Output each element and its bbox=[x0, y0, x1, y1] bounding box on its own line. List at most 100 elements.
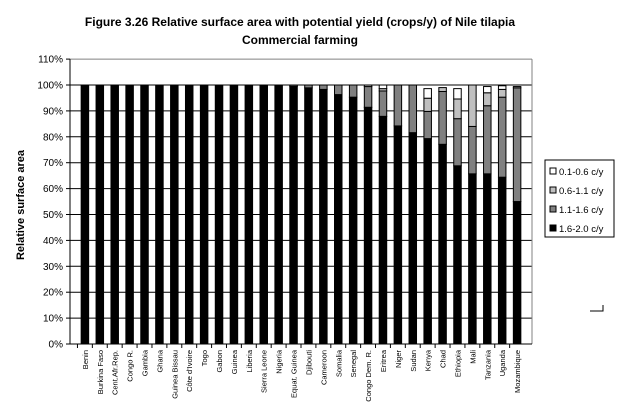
x-tick-label: Liberia bbox=[245, 349, 254, 372]
legend-swatch bbox=[549, 186, 557, 194]
bar-segment bbox=[468, 84, 477, 127]
bar-segment bbox=[259, 84, 268, 345]
y-tick-label: 110% bbox=[38, 55, 63, 66]
y-tick-label: 90% bbox=[43, 106, 63, 117]
x-tick-label: Sierra Leone bbox=[260, 350, 269, 393]
y-tick-label: 50% bbox=[43, 210, 63, 221]
bar-segment bbox=[453, 118, 462, 167]
x-tick-label: Kenya bbox=[424, 349, 433, 371]
x-tick-label: Gabon bbox=[215, 350, 224, 373]
bar-segment bbox=[289, 84, 298, 87]
legend-label: 1.1-1.6 c/y bbox=[559, 205, 604, 216]
legend-label: 1.6-2.0 c/y bbox=[559, 224, 604, 235]
x-tick-label: Gambia bbox=[141, 349, 150, 376]
bar-segment bbox=[319, 84, 328, 90]
x-tick-label: Benin bbox=[81, 350, 90, 369]
bar-segment bbox=[393, 125, 403, 345]
bar-segment bbox=[483, 92, 492, 107]
bar-segment bbox=[453, 88, 462, 100]
x-tick-label: Congo Dem. R. bbox=[364, 350, 373, 402]
bar-segment bbox=[438, 87, 447, 92]
bar-segment bbox=[512, 87, 522, 203]
bar-segment bbox=[304, 84, 313, 89]
bar-segment bbox=[95, 84, 105, 345]
y-tick-label: 10% bbox=[43, 314, 63, 325]
chart-title: Figure 3.26 Relative surface area with p… bbox=[60, 13, 540, 49]
bar-segment bbox=[453, 98, 462, 120]
bar-segment bbox=[408, 132, 418, 345]
bar-segment bbox=[140, 84, 149, 345]
y-tick-label: 30% bbox=[43, 262, 63, 273]
bar-segment bbox=[483, 173, 492, 345]
x-tick-label: Chad bbox=[439, 350, 448, 368]
bar-segment bbox=[319, 88, 328, 345]
bar-segment bbox=[468, 125, 477, 175]
y-tick-label: 0% bbox=[49, 340, 64, 351]
chart-title-line1: Figure 3.26 Relative surface area with p… bbox=[84, 15, 516, 29]
x-tick-label: Somalia bbox=[334, 349, 343, 377]
x-tick-label: Guinea Bissau bbox=[170, 350, 179, 399]
legend-label: 0.6-1.1 c/y bbox=[559, 186, 604, 197]
x-tick-label: Cameroon bbox=[319, 350, 328, 385]
bar-segment bbox=[184, 84, 194, 345]
x-tick-label: Senegal bbox=[349, 350, 358, 378]
x-tick-label: Mozambique bbox=[513, 350, 522, 393]
legend-swatch bbox=[549, 205, 557, 213]
bar-segment bbox=[80, 84, 90, 345]
bar-segment bbox=[334, 94, 343, 345]
bar-segment bbox=[363, 106, 373, 345]
y-tick-label: 40% bbox=[43, 236, 63, 247]
corner-mark bbox=[590, 305, 604, 312]
x-tick-label: Niger bbox=[394, 350, 403, 368]
x-tick-label: Cent.Afr.Rep. bbox=[111, 350, 120, 395]
bar-segment bbox=[423, 110, 432, 140]
bar-segment bbox=[423, 88, 432, 99]
bar-segment bbox=[378, 84, 388, 90]
bar-segment bbox=[497, 88, 507, 98]
bar-segment bbox=[483, 105, 492, 175]
x-tick-label: Guinea bbox=[230, 349, 239, 374]
bar-segment bbox=[229, 84, 239, 345]
legend-swatch bbox=[549, 167, 557, 175]
bar-segment bbox=[348, 84, 358, 98]
bar-segment bbox=[363, 86, 373, 108]
bar-segment bbox=[378, 115, 388, 345]
x-tick-label: Equat. Guinea bbox=[290, 349, 299, 398]
y-tick-label: 20% bbox=[43, 288, 63, 299]
bar-segment bbox=[423, 97, 432, 112]
x-tick-label: Togo bbox=[200, 350, 209, 366]
bar-segment bbox=[110, 84, 119, 345]
bar-segment bbox=[423, 138, 432, 345]
y-axis-label: Relative surface area bbox=[15, 149, 27, 260]
bar-segment bbox=[289, 85, 298, 345]
bar-segment bbox=[363, 84, 373, 88]
bar-segment bbox=[497, 176, 507, 345]
x-tick-label: Ghana bbox=[155, 349, 164, 372]
x-tick-label: Ethiopia bbox=[453, 349, 462, 377]
x-tick-label: Djibouti bbox=[304, 350, 313, 375]
bar-segment bbox=[244, 84, 254, 345]
x-tick-label: Sudan bbox=[409, 350, 418, 372]
bar-segment bbox=[512, 201, 522, 345]
x-tick-label: Congo R. bbox=[126, 350, 135, 382]
bar-segment bbox=[348, 96, 358, 345]
bar-segment bbox=[199, 84, 209, 345]
bar-segment bbox=[393, 84, 403, 127]
bar-segment bbox=[274, 84, 283, 345]
x-tick-label: Uganda bbox=[498, 349, 507, 376]
x-tick-label: Eritrea bbox=[379, 349, 388, 372]
x-tick-label: Burkina Faso bbox=[96, 350, 105, 394]
x-tick-label: Tanzania bbox=[483, 349, 492, 380]
bar-segment bbox=[334, 84, 343, 96]
x-tick-label: Mali bbox=[468, 350, 477, 364]
bar-segment bbox=[304, 87, 313, 345]
bar-segment bbox=[497, 85, 507, 90]
bar-segment bbox=[155, 84, 164, 345]
bar-segment bbox=[468, 173, 477, 345]
legend-swatch bbox=[549, 224, 557, 232]
chart-subtitle: Commercial farming bbox=[241, 33, 359, 47]
bar-segment bbox=[170, 84, 179, 345]
bar-segment bbox=[408, 84, 418, 134]
x-tick-label: Côte d'Ivoire bbox=[185, 350, 194, 392]
